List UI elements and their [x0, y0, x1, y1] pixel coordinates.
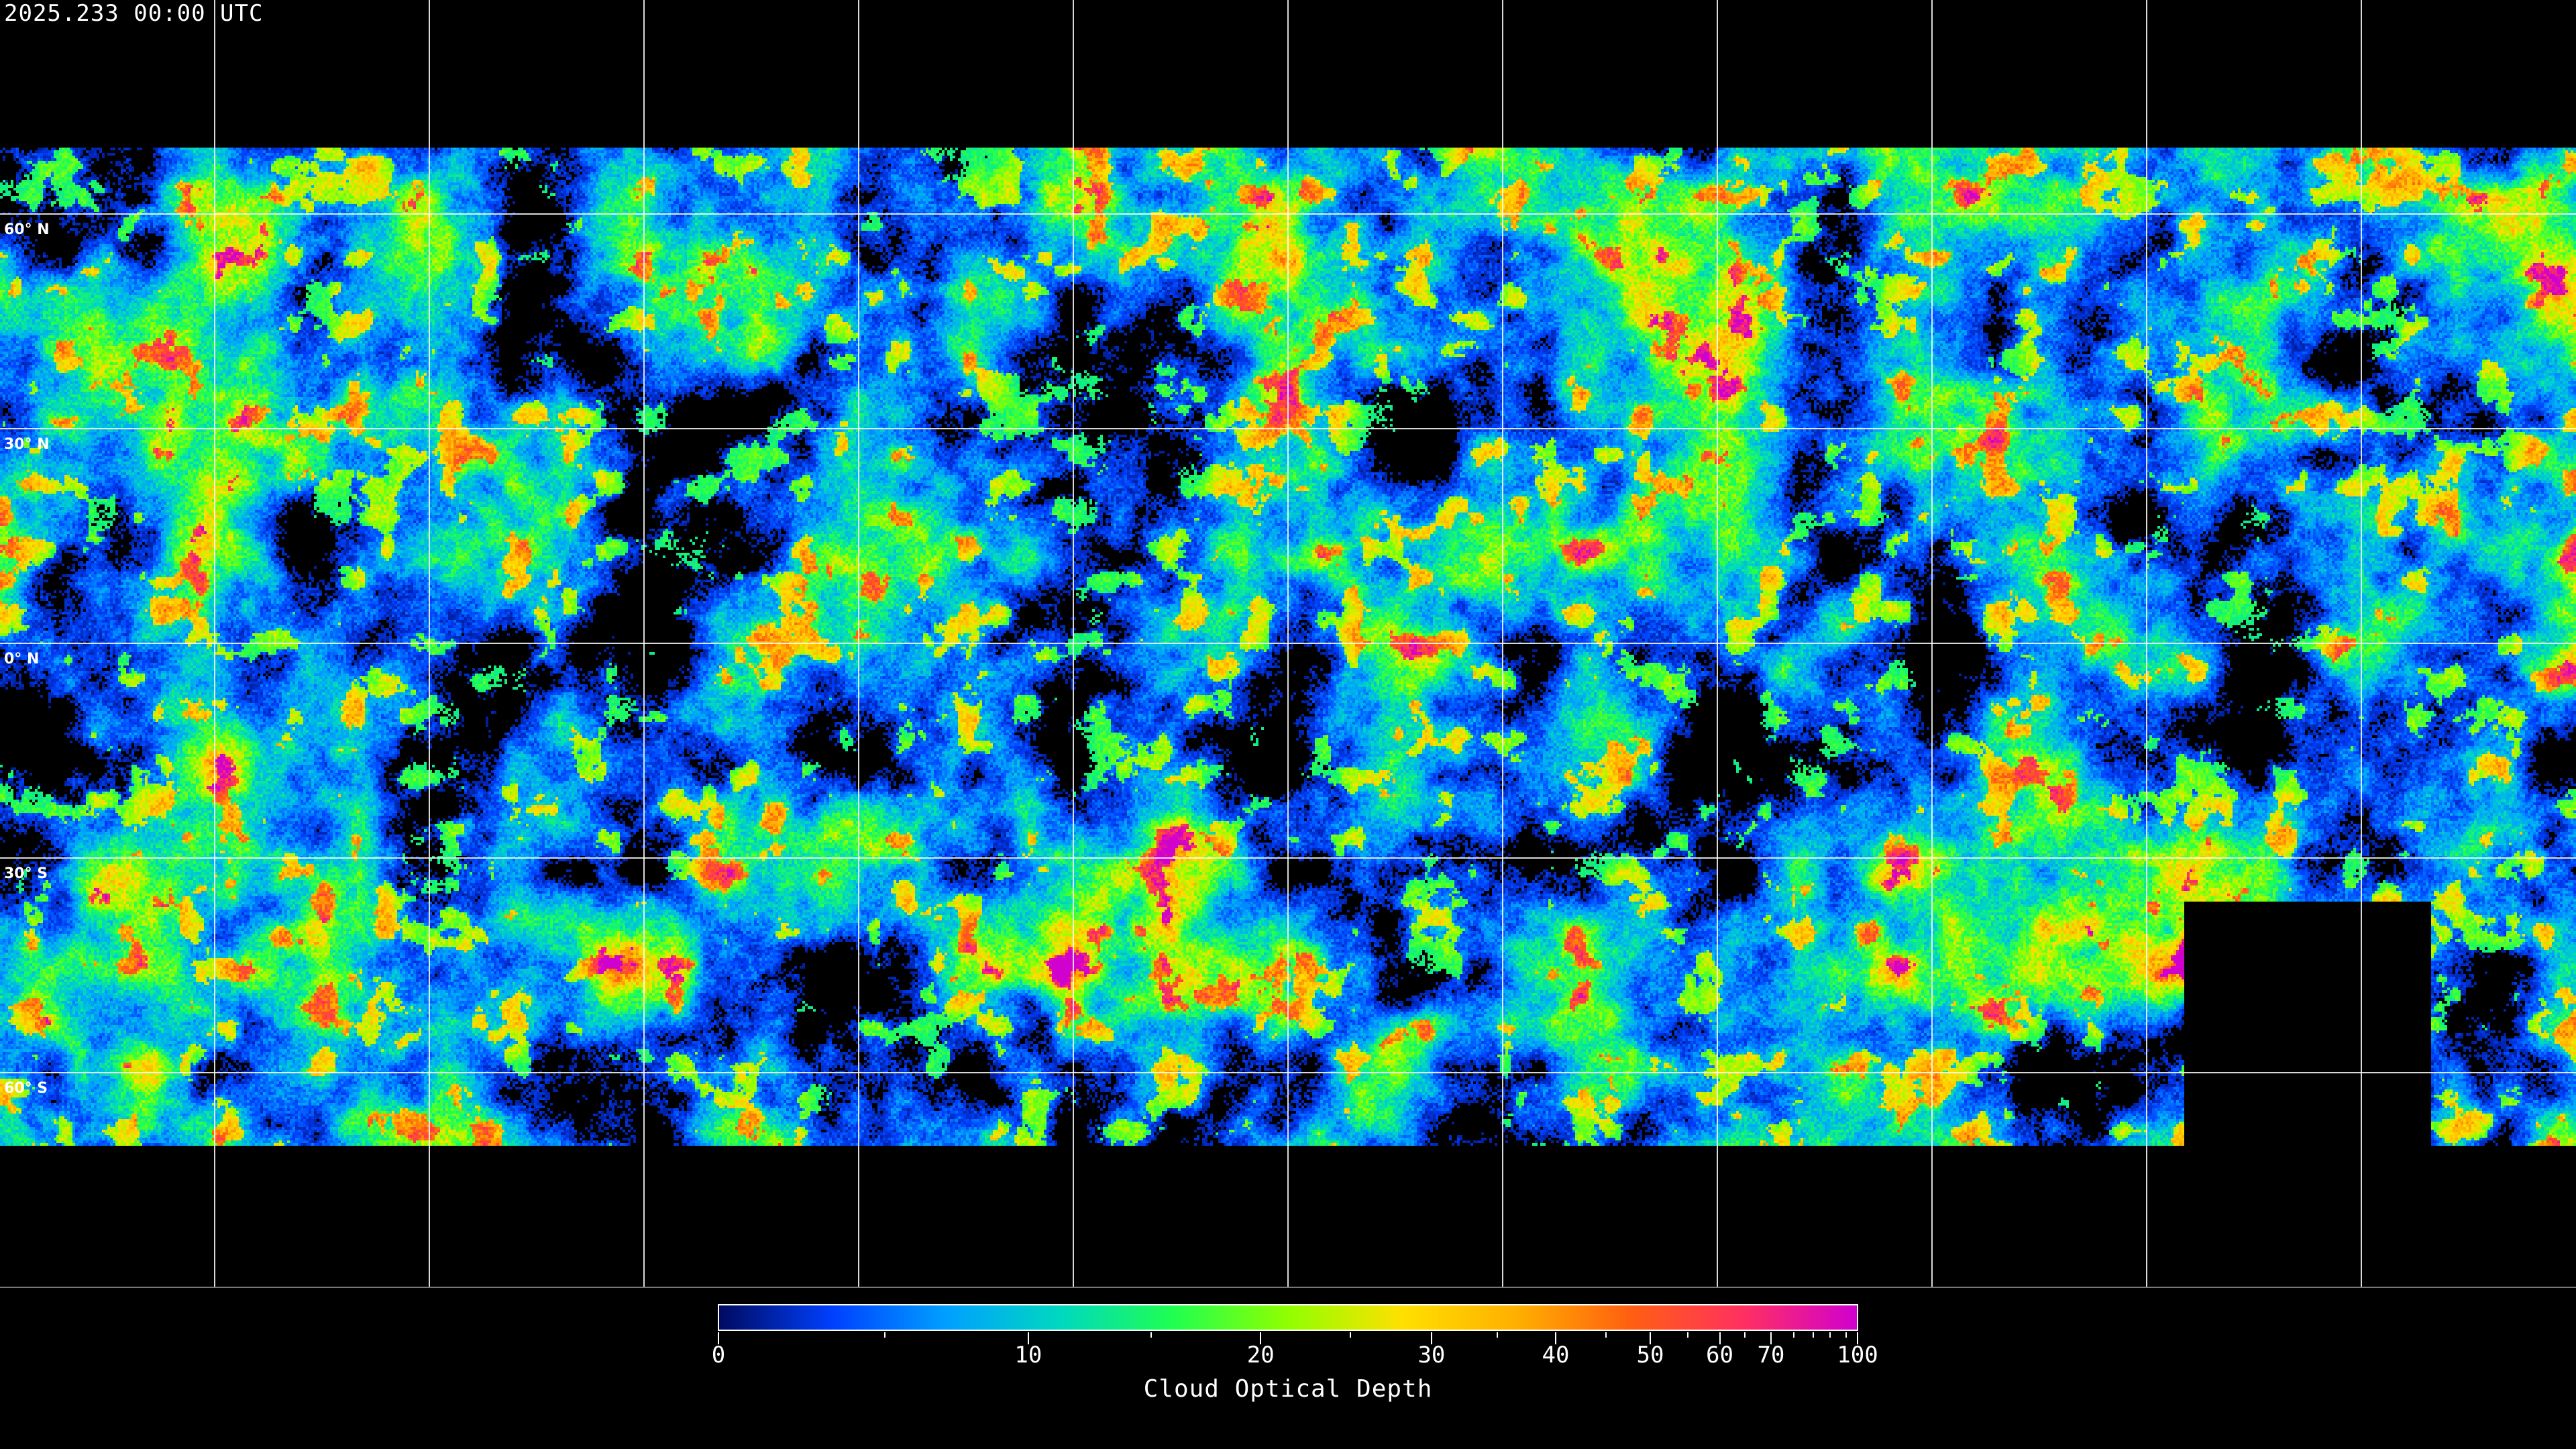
- lat-label-60s: 60° S: [4, 1080, 48, 1097]
- timestamp: 2025.233 00:00 UTC: [4, 0, 264, 27]
- colorbar-tick-label: 60: [1706, 1342, 1734, 1368]
- colorbar-major-tick: [1027, 1332, 1029, 1344]
- colorbar-tick-label: 20: [1246, 1342, 1275, 1368]
- colorbar-minor-tick: [883, 1332, 885, 1338]
- colorbar-tick-label: 100: [1837, 1342, 1878, 1368]
- map-border: [0, 1287, 2576, 1288]
- lat-label-0n: 0° N: [4, 651, 40, 667]
- colorbar-tick-label: 50: [1636, 1342, 1664, 1368]
- colorbar-major-tick: [1770, 1332, 1772, 1344]
- colorbar-tick-label: 70: [1757, 1342, 1785, 1368]
- colorbar-major-tick: [1430, 1332, 1432, 1344]
- cloud-optical-depth-map: 2025.233 00:00 UTC 60° N 30° N 0° N 30° …: [0, 0, 2576, 1288]
- colorbar-major-tick: [1649, 1332, 1651, 1344]
- colorbar-minor-tick: [1743, 1332, 1746, 1338]
- colorbar: [718, 1304, 1858, 1331]
- colorbar-minor-tick: [1845, 1332, 1847, 1338]
- colorbar-minor-tick: [1150, 1332, 1152, 1338]
- colorbar-minor-tick: [1792, 1332, 1794, 1338]
- colorbar-major-tick: [1260, 1332, 1262, 1344]
- colorbar-title: Cloud Optical Depth: [1143, 1375, 1433, 1403]
- colorbar-major-tick: [1555, 1332, 1557, 1344]
- colorbar-major-tick: [718, 1332, 719, 1344]
- lat-label-30s: 30° S: [4, 865, 48, 882]
- colorbar-minor-tick: [1812, 1332, 1814, 1338]
- colorbar-tick-label: 0: [711, 1342, 726, 1368]
- colorbar-tick-label: 10: [1014, 1342, 1042, 1368]
- colorbar-major-tick: [1719, 1332, 1721, 1344]
- lat-label-30n: 30° N: [4, 436, 50, 453]
- colorbar-major-tick: [1857, 1332, 1858, 1344]
- colorbar-tick-label: 40: [1542, 1342, 1570, 1368]
- graticule: [0, 0, 2576, 1288]
- colorbar-tick-label: 30: [1417, 1342, 1446, 1368]
- colorbar-minor-tick: [1829, 1332, 1831, 1338]
- lat-label-60n: 60° N: [4, 221, 50, 238]
- colorbar-minor-tick: [1350, 1332, 1352, 1338]
- colorbar-minor-tick: [1497, 1332, 1499, 1338]
- colorbar-minor-tick: [1686, 1332, 1688, 1338]
- colorbar-minor-tick: [1605, 1332, 1607, 1338]
